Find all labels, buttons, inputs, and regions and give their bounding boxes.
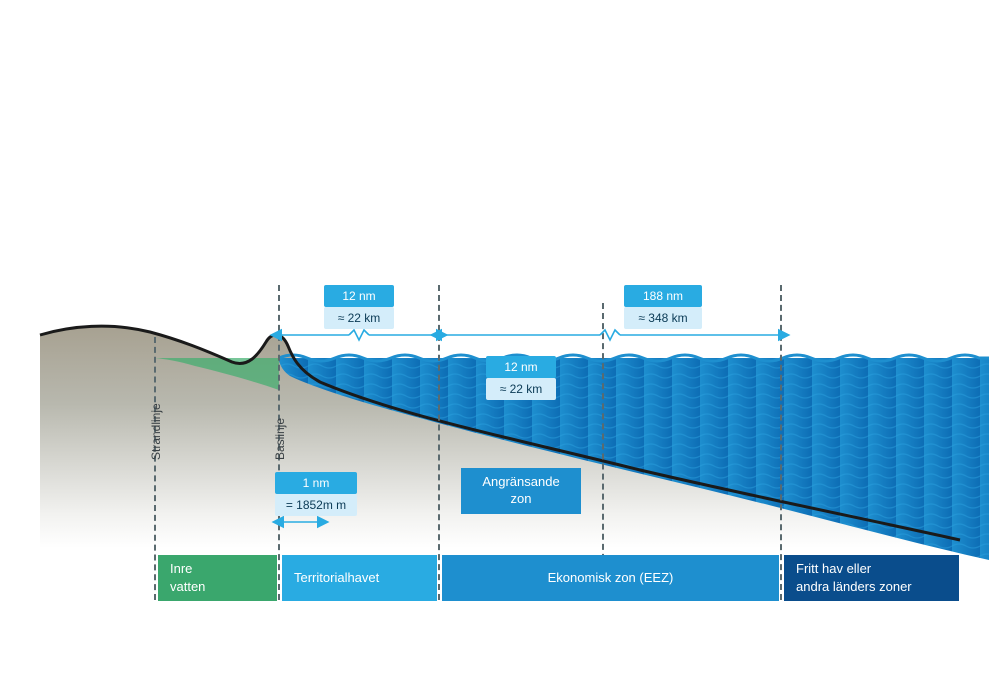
vline-4 bbox=[780, 285, 782, 600]
measure-pill-1: 188 nm≈ 348 km bbox=[624, 285, 702, 329]
zone-inre-label-l2: vatten bbox=[170, 579, 205, 594]
measure-pill-2-km: ≈ 22 km bbox=[486, 378, 556, 400]
zone-eez-label-l1: Ekonomisk zon (EEZ) bbox=[548, 570, 674, 585]
vline-label-0: Strandlinje bbox=[149, 403, 163, 460]
measure-pill-2: 12 nm≈ 22 km bbox=[486, 356, 556, 400]
zone-inre-label-l1: Inre bbox=[170, 561, 192, 576]
zone-terr-label-l1: Territorialhavet bbox=[294, 570, 379, 585]
measure-pill-0-nm: 12 nm bbox=[324, 285, 394, 307]
vline-label-1: Baslinje bbox=[273, 418, 287, 460]
zone-high: Fritt hav eller andra länders zoner bbox=[784, 555, 959, 601]
contiguous-zone-label-l1: Angränsande bbox=[482, 474, 559, 489]
measure-pill-1-nm: 188 nm bbox=[624, 285, 702, 307]
measure-pill-0: 12 nm≈ 22 km bbox=[324, 285, 394, 329]
contiguous-zone-label-l2: zon bbox=[511, 491, 532, 506]
zone-eez: Ekonomisk zon (EEZ) bbox=[442, 555, 779, 601]
zone-inre: Inre vatten bbox=[158, 555, 277, 601]
measure-pill-3: 1 nm= 1852m m bbox=[275, 472, 357, 516]
measure-pill-3-nm: 1 nm bbox=[275, 472, 357, 494]
zone-high-label-l1: Fritt hav eller bbox=[796, 561, 871, 576]
zone-high-label-l2: andra länders zoner bbox=[796, 579, 912, 594]
measure-pill-2-nm: 12 nm bbox=[486, 356, 556, 378]
maritime-zones-diagram: StrandlinjeBaslinje 12 nm≈ 22 km188 nm≈ … bbox=[0, 0, 989, 699]
zone-terr: Territorialhavet bbox=[282, 555, 437, 601]
measure-pill-0-km: ≈ 22 km bbox=[324, 307, 394, 329]
measure-pill-3-km: = 1852m m bbox=[275, 494, 357, 516]
contiguous-zone-label: Angränsande zon bbox=[461, 468, 581, 514]
vline-2 bbox=[438, 285, 440, 600]
vline-0 bbox=[154, 337, 156, 600]
measure-pill-1-km: ≈ 348 km bbox=[624, 307, 702, 329]
